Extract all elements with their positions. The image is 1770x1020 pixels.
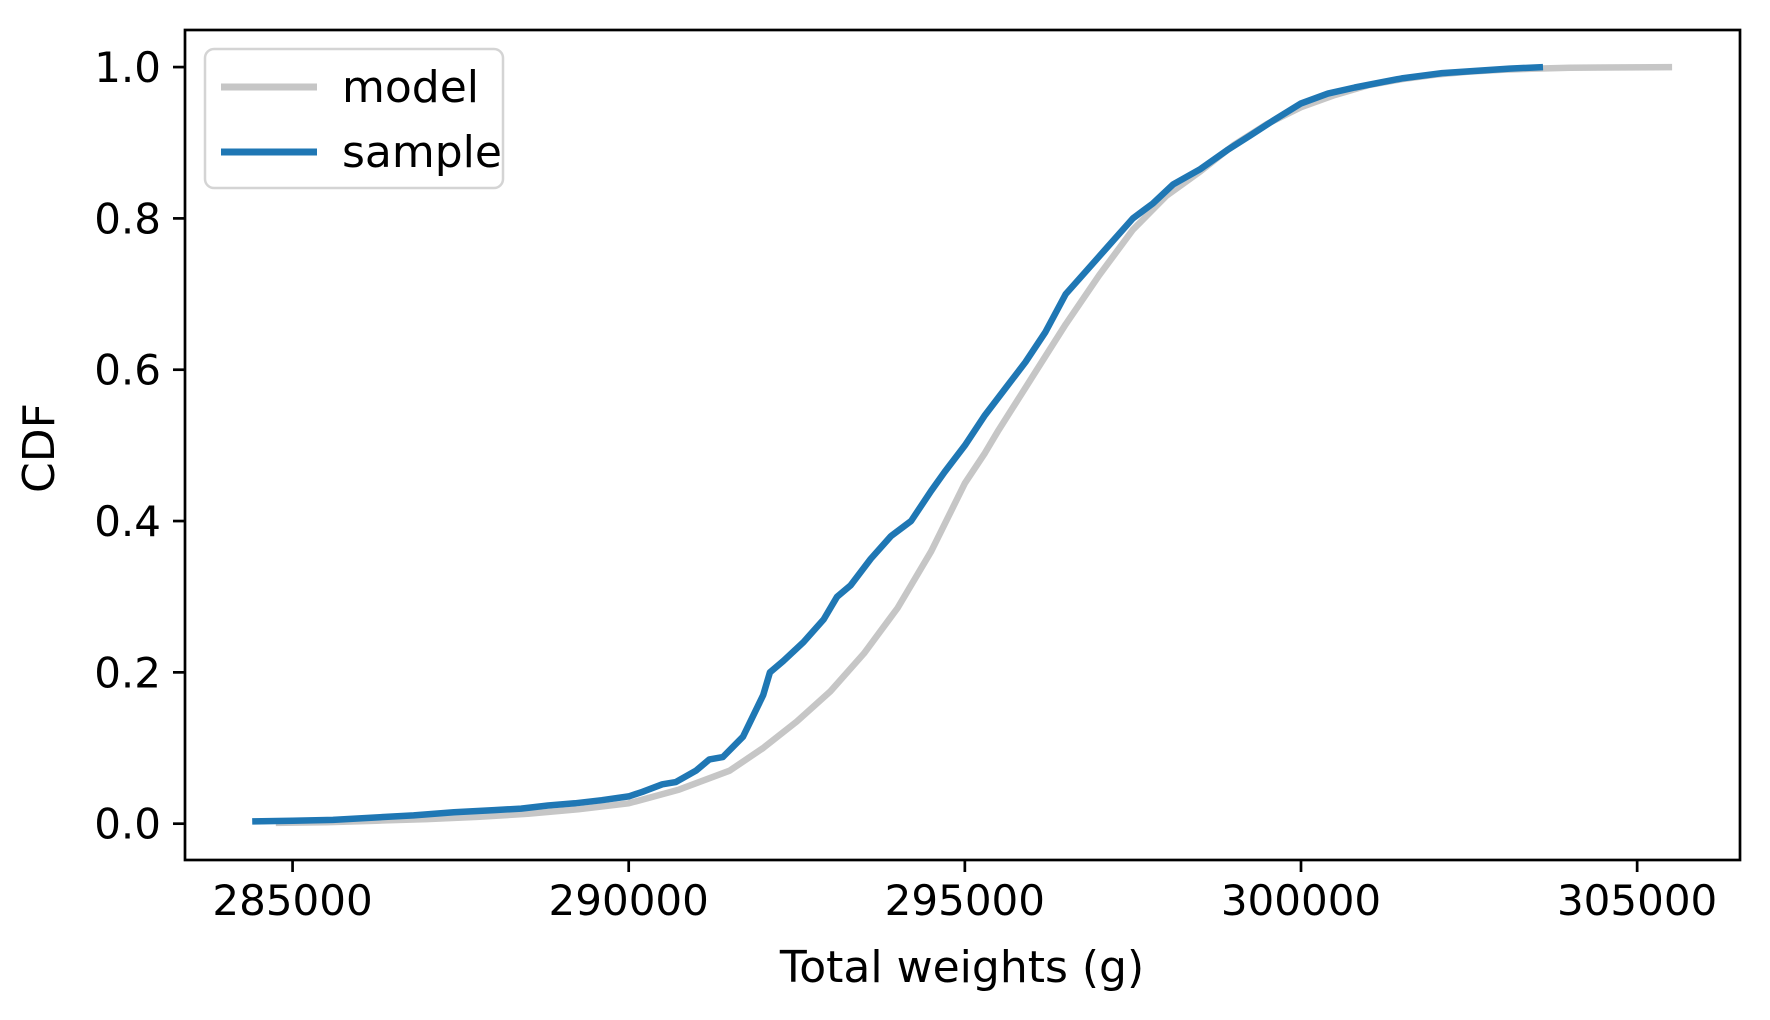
legend: model sample bbox=[203, 47, 505, 190]
x-tick-label: 290000 bbox=[549, 876, 709, 925]
y-tick-label: 0.0 bbox=[94, 800, 161, 849]
plot-series bbox=[252, 63, 1673, 827]
x-axis-label: Total weights (g) bbox=[779, 942, 1144, 993]
legend-sample-label: sample bbox=[342, 127, 502, 178]
y-axis-ticks: 0.0 0.2 0.4 0.6 0.8 1.0 bbox=[94, 43, 185, 849]
legend-model-label: model bbox=[342, 62, 479, 113]
y-axis-label: CDF bbox=[14, 403, 65, 493]
x-tick-label: 300000 bbox=[1221, 876, 1381, 925]
y-tick-label: 0.6 bbox=[94, 346, 161, 395]
y-tick-label: 1.0 bbox=[94, 43, 161, 92]
x-axis-ticks: 285000 290000 295000 300000 305000 bbox=[212, 860, 1717, 925]
series-line-sample bbox=[252, 63, 1544, 825]
x-tick-label: 285000 bbox=[212, 876, 372, 925]
y-tick-label: 0.8 bbox=[94, 194, 161, 243]
x-tick-label: 305000 bbox=[1557, 876, 1717, 925]
y-tick-label: 0.4 bbox=[94, 497, 161, 546]
x-tick-label: 295000 bbox=[885, 876, 1045, 925]
y-tick-label: 0.2 bbox=[94, 648, 161, 697]
plot-frame bbox=[183, 28, 1742, 862]
